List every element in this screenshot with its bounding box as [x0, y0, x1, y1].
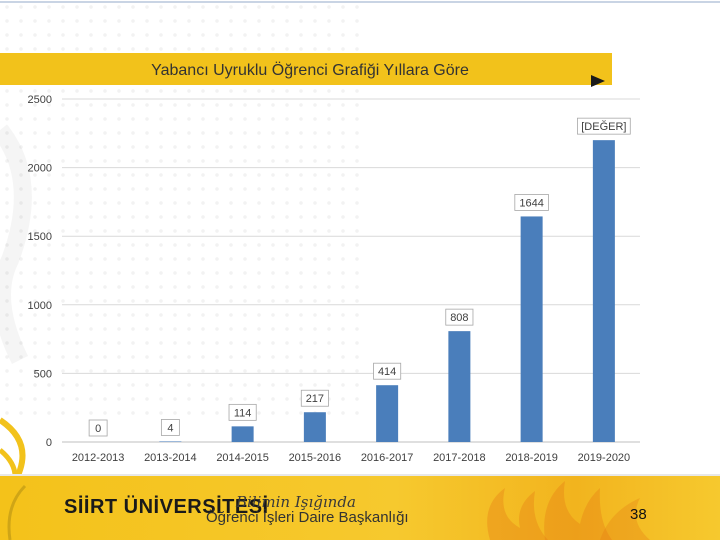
data-label-box — [300, 389, 329, 407]
x-tick-label: 2013-2014 — [144, 452, 197, 464]
footer-banner — [0, 476, 720, 540]
data-label: 217 — [306, 393, 324, 405]
data-label: 114 — [234, 407, 252, 419]
x-tick-label: 2019-2020 — [578, 452, 631, 464]
y-tick-label: 1500 — [28, 231, 52, 243]
x-tick-label: 2018-2019 — [505, 452, 558, 464]
footer-divider — [0, 474, 720, 476]
bar — [231, 426, 254, 442]
university-logo-text: SİİRT ÜNİVERSİTESİ — [64, 496, 269, 518]
bar — [448, 331, 471, 442]
data-label-box — [514, 194, 549, 211]
x-tick-label: 2017-2018 — [433, 452, 486, 464]
bar-chart: 0 500 1000 1500 2000 2500 2012-2013 0 2013-2014 4… — [28, 94, 640, 464]
x-tick-label: 2014-2015 — [216, 452, 269, 464]
data-label: 414 — [378, 366, 396, 378]
y-tick-label: 500 — [34, 368, 52, 380]
top-border-line — [0, 1, 720, 3]
data-label: 4 — [167, 422, 173, 434]
department-name: Öğrenci İşleri Daire Başkanlığı — [206, 509, 409, 526]
chart-title-bar: Yabancı Uyruklu Öğrenci Grafiği Yıllara … — [0, 53, 612, 85]
x-tick-label: 2015-2016 — [289, 452, 342, 464]
data-label-box — [88, 419, 108, 437]
y-tick-label: 1000 — [28, 300, 52, 312]
bar — [592, 140, 615, 442]
play-icon — [591, 75, 605, 87]
data-label-box — [445, 308, 474, 326]
data-label-box — [160, 419, 180, 436]
bar — [303, 412, 326, 442]
data-label-box — [373, 362, 402, 380]
bar — [520, 216, 543, 442]
x-tick-label: 2012-2013 — [72, 452, 125, 464]
page-number: 38 — [630, 506, 647, 523]
bar — [376, 385, 399, 442]
data-label: 0 — [95, 423, 101, 435]
x-tick-label: 2016-2017 — [361, 452, 414, 464]
data-label: [DEĞER] — [581, 120, 626, 133]
flame-logo-icon — [7, 481, 650, 540]
y-tick-label: 2500 — [28, 94, 52, 106]
data-label-box — [577, 117, 631, 135]
data-label: 1644 — [519, 197, 543, 209]
y-tick-label: 0 — [46, 437, 52, 449]
chart-title: Yabancı Uyruklu Öğrenci Grafiği Yıllara … — [151, 62, 469, 79]
y-tick-label: 2000 — [28, 163, 52, 175]
university-motto: Bilimin Işığında — [236, 493, 356, 511]
bar — [159, 441, 182, 442]
data-label: 808 — [450, 312, 468, 324]
data-label-box — [228, 403, 257, 421]
